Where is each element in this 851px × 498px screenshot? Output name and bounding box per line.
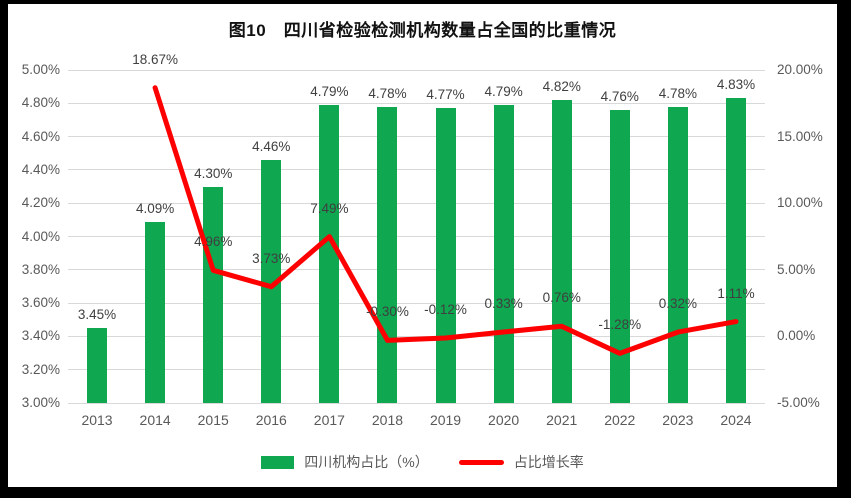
bar-2016	[261, 159, 282, 403]
gridline	[68, 269, 765, 271]
chart-panel: 图10 四川省检验检测机构数量占全国的比重情况 5.00% 4.80% 4.60% 4…	[8, 4, 837, 487]
legend-label-line-series: 占比增长率	[513, 454, 584, 470]
line-value-label: -1.28%	[598, 317, 642, 333]
gridline	[68, 102, 765, 104]
y-axis-left-tick: 3.00%	[21, 395, 60, 410]
bar-value-label: 4.09%	[135, 200, 175, 216]
y-axis-right-tick: 0.00%	[777, 328, 816, 344]
legend: 四川机构占比（%） 占比增长率	[8, 452, 837, 472]
line-value-label: -0.30%	[366, 304, 409, 320]
bar-value-label: 4.46%	[252, 138, 291, 154]
y-axis-left-tick: 4.00%	[21, 228, 60, 244]
line-value-label: 7.49%	[310, 200, 349, 216]
y-axis-right-tick: 5.00%	[777, 261, 816, 277]
y-axis-right-tick: 10.00%	[777, 195, 823, 211]
y-axis-left-tick: 3.60%	[21, 295, 60, 311]
gridline	[68, 402, 765, 404]
line-value-label: -0.12%	[424, 301, 467, 317]
x-axis-label-2016: 2016	[255, 412, 287, 428]
y-axis-right-tick: 20.00%	[777, 62, 823, 77]
y-axis-right-tick: -5.00%	[777, 395, 820, 410]
bar-value-label: 4.82%	[542, 78, 581, 94]
bar-value-label: 3.45%	[77, 307, 117, 323]
growth-rate-line	[152, 85, 739, 356]
y-axis-left-tick: 3.80%	[21, 261, 60, 277]
gridline	[68, 369, 765, 371]
bar-2013	[87, 328, 108, 403]
bar-2022	[609, 109, 630, 403]
x-axis-label-2023: 2023	[662, 412, 694, 428]
gridline	[68, 69, 765, 71]
bar-value-label: 4.30%	[194, 165, 233, 181]
gridline	[68, 236, 765, 237]
gridline	[68, 202, 765, 204]
legend-line-swatch	[458, 459, 504, 465]
y-axis-right-tick: 15.00%	[777, 128, 823, 144]
line-value-label: 1.11%	[717, 285, 755, 301]
bar-value-label: 4.79%	[310, 83, 349, 99]
bar-2020	[493, 104, 514, 403]
x-axis-label-2018: 2018	[371, 412, 404, 428]
gridline	[68, 335, 765, 337]
y-axis-left-tick: 4.40%	[21, 161, 60, 177]
y-axis-left-tick: 4.20%	[21, 195, 60, 211]
bar-value-label: 4.79%	[484, 83, 523, 99]
bar-2024	[725, 98, 746, 403]
bar-value-label: 4.77%	[426, 87, 465, 103]
x-axis-label-2022: 2022	[604, 412, 636, 428]
bar-value-label: 4.76%	[600, 88, 639, 104]
plot-area: 5.00% 4.80% 4.60% 4.40% 4.20% 4.00% 3.80% 3.60%…	[22, 52, 823, 428]
bar-2014	[145, 221, 166, 403]
x-axis-label-2020: 2020	[488, 412, 520, 428]
bar-value-label: 4.78%	[658, 85, 698, 101]
gridline	[68, 302, 765, 304]
y-axis-left-tick: 4.60%	[21, 128, 60, 144]
bar-2019	[435, 108, 456, 403]
chart-title: 图10 四川省检验检测机构数量占全国的比重情况	[228, 21, 617, 40]
bar-2017	[319, 104, 340, 403]
x-axis-label-2024: 2024	[720, 412, 752, 428]
legend-label-bar-series: 四川机构占比（%）	[304, 454, 429, 470]
line-value-label: 0.33%	[484, 296, 523, 311]
line-value-label: 4.96%	[194, 234, 233, 250]
y-axis-left-tick: 3.40%	[21, 328, 60, 344]
x-axis-label-2021: 2021	[546, 412, 578, 428]
line-value-label: 0.32%	[658, 296, 698, 312]
line-value-label: 0.76%	[542, 290, 581, 306]
x-axis-label-2015: 2015	[197, 412, 229, 428]
x-axis-label-2019: 2019	[429, 412, 462, 428]
x-axis-label-2014: 2014	[139, 412, 171, 428]
bar-2015	[203, 186, 224, 403]
y-axis-left-tick: 5.00%	[21, 62, 60, 77]
line-value-label: 18.67%	[132, 51, 179, 67]
y-axis-left-tick: 4.80%	[21, 95, 60, 111]
line-value-label: 3.73%	[252, 250, 291, 266]
gridline	[68, 169, 765, 171]
gridline	[68, 136, 765, 138]
x-axis-label-2017: 2017	[313, 412, 345, 428]
y-axis-left-tick: 3.20%	[21, 361, 60, 377]
bar-value-label: 4.78%	[368, 85, 407, 101]
bar-value-label: 4.83%	[716, 77, 756, 93]
x-axis-label-2013: 2013	[81, 412, 113, 428]
legend-bar-swatch	[261, 455, 295, 469]
